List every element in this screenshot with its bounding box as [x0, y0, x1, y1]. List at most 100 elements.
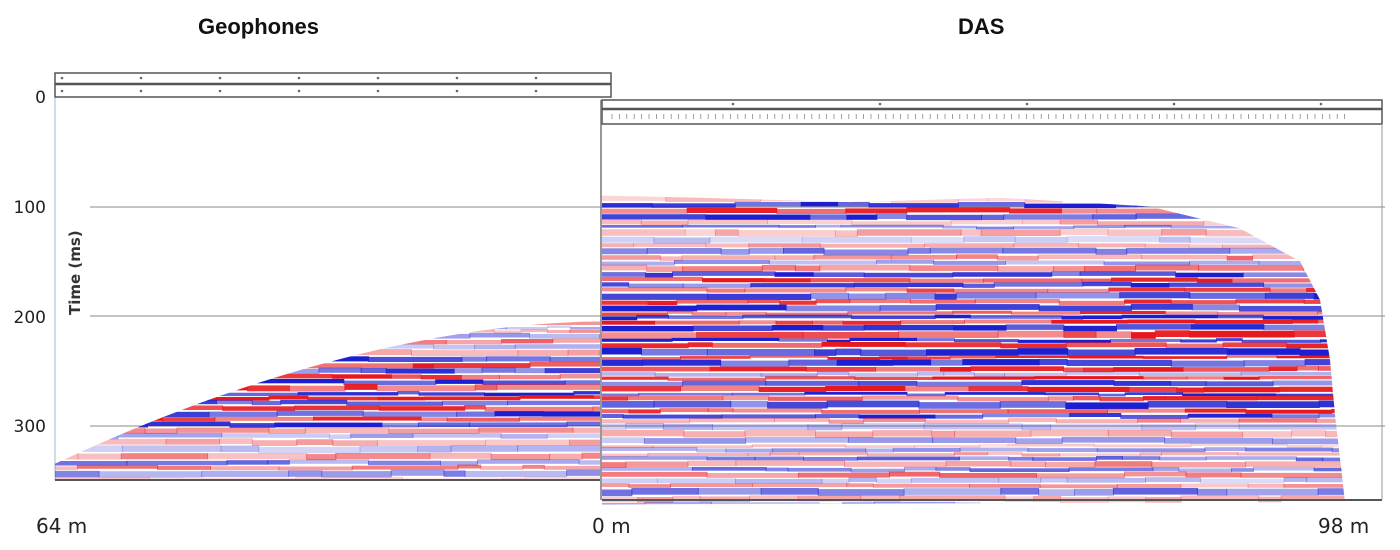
seismic-wavelet [332, 374, 392, 379]
seismic-wavelet [267, 460, 290, 465]
seismic-wavelet [674, 260, 770, 264]
seismic-wavelet [1187, 413, 1273, 418]
seismic-wavelet [1112, 487, 1198, 495]
seismic-wavelet [351, 465, 459, 470]
seismic-wavelet [1196, 278, 1233, 283]
seismic-wavelet [1081, 278, 1112, 283]
seismic-wavelet [254, 378, 345, 384]
seismic-wavelet [709, 236, 803, 243]
seismic-wavelet [85, 334, 152, 340]
seismic-wavelet [1060, 208, 1098, 214]
ruler-tick [1025, 102, 1029, 106]
seismic-wavelet [602, 467, 693, 471]
seismic-wavelet [1240, 372, 1338, 376]
seismic-wavelet [1170, 431, 1243, 438]
seismic-wavelet [960, 229, 982, 236]
seismic-wavelet [742, 314, 853, 319]
seismic-wavelet [668, 315, 744, 320]
seismic-wavelet [776, 208, 847, 214]
seismic-wavelet [969, 468, 1070, 472]
seismic-wavelet [1159, 236, 1191, 243]
seismic-wavelet [1005, 324, 1065, 330]
seismic-wavelet [982, 413, 1071, 418]
seismic-wavelet [654, 373, 762, 377]
seismic-wavelet [819, 264, 911, 271]
seismic-wavelet [751, 483, 848, 488]
seismic-wavelet [373, 321, 462, 326]
seismic-wavelet [636, 315, 669, 319]
seismic-wavelet [359, 446, 419, 453]
seismic-wavelet [1296, 365, 1319, 371]
seismic-wavelet [1299, 349, 1345, 357]
seismic-wavelet [1047, 288, 1110, 293]
seismic-wavelet [680, 356, 751, 359]
seismic-wavelet [1082, 281, 1132, 287]
seismic-wavelet [721, 414, 816, 419]
seismic-wavelet [529, 333, 600, 339]
seismic-wavelet [1245, 447, 1333, 452]
seismic-wavelet [1024, 196, 1063, 203]
seismic-wavelet [1051, 319, 1129, 324]
seismic-wavelet [295, 339, 320, 344]
seismic-wavelet [214, 329, 279, 333]
y-tick-label: 200 [13, 308, 46, 328]
seismic-wavelet [1007, 409, 1108, 414]
seismic-wavelet [517, 349, 569, 356]
seismic-wavelet [215, 399, 253, 405]
seismic-wavelet [498, 374, 561, 380]
seismic-wavelet [892, 448, 961, 452]
seismic-wavelet [1015, 438, 1063, 444]
seismic-wavelet [1297, 503, 1345, 505]
seismic-wavelet [368, 356, 463, 362]
seismic-wavelet [628, 484, 671, 488]
seismic-wavelet [1317, 319, 1345, 324]
seismic-wavelet [667, 310, 693, 314]
seismic-wavelet [687, 460, 737, 467]
seismic-wavelet [958, 195, 989, 202]
seismic-wavelet [1190, 443, 1288, 447]
seismic-wavelet [133, 344, 196, 350]
seismic-wavelet [625, 422, 664, 429]
seismic-wavelet [1072, 396, 1101, 401]
seismic-wavelet [1096, 456, 1123, 460]
seismic-wavelet [874, 501, 955, 505]
seismic-wavelet [1130, 283, 1170, 288]
seismic-wavelet [1021, 380, 1115, 386]
seismic-wavelet [976, 226, 1014, 230]
seismic-wavelet [111, 343, 135, 349]
seismic-wavelet [828, 419, 865, 424]
seismic-wavelet [274, 422, 383, 428]
seismic-wavelet [1036, 473, 1125, 479]
seismic-wavelet [979, 503, 1067, 505]
seismic-wavelet [943, 371, 975, 376]
seismic-wavelet [918, 409, 1009, 414]
seismic-wavelet [1231, 278, 1326, 283]
seismic-wavelet [55, 374, 157, 380]
seismic-wavelet [1128, 387, 1178, 393]
seismic-wavelet [628, 283, 684, 288]
seismic-wavelet [696, 304, 787, 311]
seismic-wavelet [1245, 461, 1345, 467]
seismic-wavelet [846, 483, 874, 488]
seismic-wavelet [687, 342, 713, 348]
seismic-wavelet [1268, 366, 1298, 372]
seismic-wavelet [711, 342, 823, 348]
seismic-wavelet [602, 409, 630, 414]
seismic-wavelet [55, 321, 121, 326]
seismic-wavelet [236, 326, 311, 329]
seismic-wavelet [602, 236, 655, 243]
seismic-wavelet [1053, 266, 1086, 272]
seismic-wavelet [1333, 229, 1345, 237]
seismic-wavelet [1317, 488, 1345, 495]
seismic-wavelet [420, 417, 448, 422]
seismic-wavelet [652, 445, 753, 449]
seismic-wavelet [581, 452, 600, 459]
seismic-wavelet [486, 356, 551, 362]
seismic-wavelet [646, 266, 683, 273]
seismic-wavelet [210, 466, 280, 471]
seismic-wavelet [602, 366, 711, 372]
seismic-wavelet [865, 448, 894, 453]
seismic-wavelet [815, 299, 851, 304]
seismic-wavelet [1039, 484, 1118, 489]
seismic-wavelet [165, 438, 221, 445]
